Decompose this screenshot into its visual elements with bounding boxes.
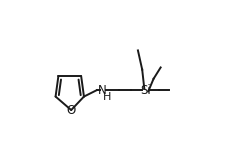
Text: O: O [67,104,76,117]
Text: N: N [98,84,107,97]
Text: Si: Si [140,84,151,97]
Text: H: H [103,92,111,102]
